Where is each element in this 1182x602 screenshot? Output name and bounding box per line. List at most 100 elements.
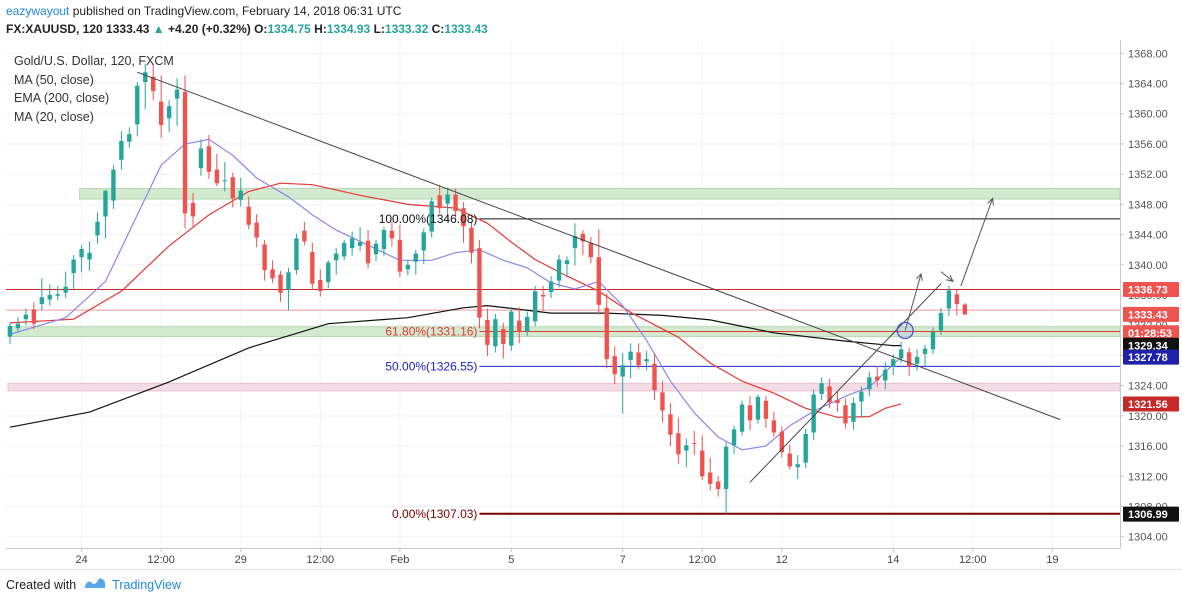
change-arrow-icon: ▲ bbox=[152, 22, 165, 36]
candle-body bbox=[111, 169, 116, 201]
price-tick-label: 1340.00 bbox=[1128, 260, 1168, 272]
author-name[interactable]: eazywayout bbox=[6, 4, 70, 18]
chart-legend: Gold/U.S. Dollar, 120, FXCM MA (50, clos… bbox=[14, 52, 174, 126]
candle-body bbox=[477, 248, 482, 318]
price-tick-label: 1356.00 bbox=[1128, 139, 1168, 151]
fib-label: 0.00%(1307.03) bbox=[392, 507, 477, 521]
candle-body bbox=[700, 450, 705, 477]
legend-ema200[interactable]: EMA (200, close) bbox=[14, 91, 110, 105]
candle-body bbox=[262, 244, 267, 271]
candle-body bbox=[851, 402, 856, 422]
candle-body bbox=[286, 272, 291, 290]
candle-body bbox=[747, 405, 753, 421]
fib-label: 50.00%(1326.55) bbox=[385, 359, 477, 373]
high-label: H: bbox=[314, 22, 327, 36]
candle-body bbox=[540, 295, 546, 297]
candle-body bbox=[532, 291, 538, 322]
arrow-head-icon bbox=[945, 274, 954, 283]
candle-body bbox=[135, 85, 140, 125]
price-label-badge bbox=[1123, 281, 1179, 297]
candle-body bbox=[469, 227, 474, 253]
candle-body bbox=[739, 404, 745, 432]
price-tick-label: 1360.00 bbox=[1128, 109, 1168, 121]
low-value: 1333.32 bbox=[384, 22, 429, 36]
candle-body bbox=[525, 316, 530, 332]
horizontal-lines bbox=[6, 218, 1120, 515]
candle-body bbox=[891, 359, 896, 367]
tradingview-brand-link[interactable]: TradingView bbox=[112, 577, 181, 592]
candle-body bbox=[946, 290, 952, 309]
candle-body bbox=[119, 140, 124, 160]
candle-body bbox=[174, 89, 180, 99]
price-label-text: 1306.99 bbox=[1128, 509, 1168, 521]
candle-body bbox=[437, 195, 442, 209]
candle-body bbox=[922, 348, 928, 354]
arrow-line bbox=[940, 271, 954, 282]
published-text: published on TradingView.com, February 1… bbox=[72, 4, 402, 18]
candle-body bbox=[421, 232, 426, 251]
price-label-badge bbox=[1123, 325, 1179, 341]
candle-body bbox=[731, 429, 737, 446]
candle-body bbox=[660, 392, 665, 411]
candle-body bbox=[389, 230, 395, 239]
candle-body bbox=[47, 295, 52, 300]
fib-label: 100.00%(1346.08) bbox=[379, 212, 478, 226]
candle-body bbox=[190, 202, 196, 217]
candle-body bbox=[906, 352, 912, 367]
candle-body bbox=[604, 307, 609, 360]
candle-body bbox=[405, 264, 411, 270]
candle-body bbox=[580, 233, 586, 242]
time-tick-label: 19 bbox=[1046, 554, 1058, 566]
legend-ma20[interactable]: MA (20, close) bbox=[14, 109, 94, 124]
candle-body bbox=[723, 446, 729, 490]
candle-body bbox=[795, 464, 800, 468]
candle-body bbox=[628, 351, 633, 360]
candle-body bbox=[270, 269, 275, 279]
candle-body bbox=[652, 363, 657, 391]
candle-body bbox=[31, 309, 37, 324]
candle-body bbox=[55, 294, 60, 296]
candle-body bbox=[676, 433, 681, 455]
price-tick-label: 1312.00 bbox=[1128, 471, 1168, 483]
candle-body bbox=[103, 190, 108, 217]
candle-body bbox=[15, 323, 21, 329]
candle-body bbox=[875, 376, 880, 381]
candle-body bbox=[859, 391, 864, 402]
close-label: C: bbox=[431, 22, 445, 36]
tradingview-logo-icon[interactable] bbox=[84, 576, 106, 593]
candle-body bbox=[763, 400, 769, 419]
candle-body bbox=[254, 222, 259, 238]
low-label: L: bbox=[373, 22, 385, 36]
candle-body bbox=[341, 242, 347, 257]
candle-body bbox=[95, 221, 100, 236]
price-tick-label: 1344.00 bbox=[1128, 230, 1168, 242]
legend-ma50[interactable]: MA (50, close) bbox=[14, 72, 94, 87]
candle-body bbox=[867, 377, 872, 390]
candle-body bbox=[835, 399, 840, 403]
fib-labels: 100.00%(1346.08) 61.80%(1331.16) 50.00%(13… bbox=[379, 212, 478, 521]
candle-body bbox=[548, 281, 554, 292]
candle-body bbox=[397, 239, 403, 272]
symbol-header: FX:XAUUSD, 120 1333.43 ▲ +4.20 (+0.32%) … bbox=[6, 22, 488, 36]
candle-body bbox=[811, 394, 816, 433]
time-tick-label: 12 bbox=[776, 554, 788, 566]
candle-body bbox=[206, 146, 212, 172]
candle-body bbox=[453, 194, 458, 212]
arrow-head-icon bbox=[987, 197, 994, 206]
candle-body bbox=[612, 356, 617, 375]
price-label-badge bbox=[1123, 306, 1179, 322]
candle-body bbox=[326, 262, 331, 283]
candle-body bbox=[349, 238, 355, 249]
price-tick-label: 1352.00 bbox=[1128, 169, 1168, 181]
candle-body bbox=[461, 208, 466, 227]
price-tick-label: 1324.00 bbox=[1128, 381, 1168, 393]
candle-body bbox=[79, 248, 84, 258]
symbol-name: FX:XAUUSD, 120 bbox=[6, 22, 103, 36]
candle-body bbox=[755, 396, 761, 420]
candle-body bbox=[517, 320, 522, 333]
candle-body bbox=[501, 328, 506, 345]
candle-body bbox=[938, 313, 944, 331]
time-tick-label: 12:00 bbox=[307, 554, 335, 566]
candle-body bbox=[429, 201, 434, 232]
